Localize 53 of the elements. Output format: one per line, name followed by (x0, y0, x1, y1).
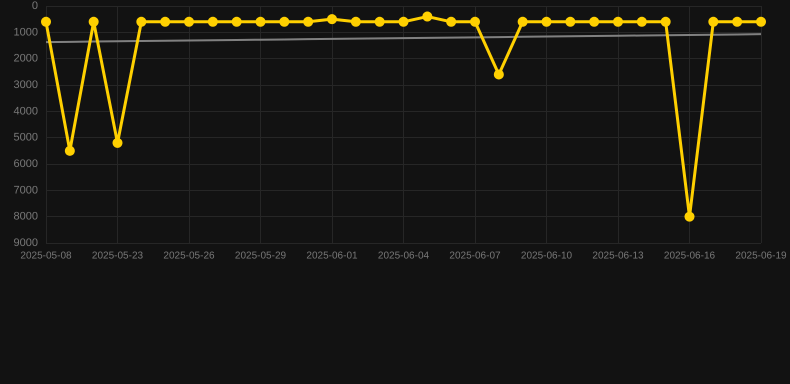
point (41, 16, 51, 27)
x-tick-label: 2025-05-29 (234, 250, 287, 262)
line-series (45, 33, 762, 44)
point (350, 16, 361, 27)
point (446, 16, 456, 27)
x-tick-label: 2025-06-04 (378, 250, 430, 262)
point (565, 16, 576, 27)
point (88, 16, 99, 27)
point (64, 146, 75, 156)
y-tick-label: 7000 (14, 184, 38, 196)
point (636, 16, 647, 27)
y-tick-label: 4000 (14, 105, 38, 118)
point (613, 16, 623, 27)
point (518, 16, 528, 27)
point (112, 138, 122, 148)
point (160, 16, 170, 27)
x-tick-label: 2025-05-23 (92, 250, 144, 262)
y-tick-label: 5000 (14, 132, 38, 144)
y-tick-label: 6000 (14, 158, 38, 170)
y-tick-label: 0 (32, 0, 38, 12)
point (684, 212, 694, 222)
x-tick-label: 2025-05-08 (20, 250, 72, 262)
point (732, 16, 742, 27)
point (494, 69, 504, 80)
point (470, 16, 480, 27)
y-tick-label: 3000 (14, 79, 38, 91)
y-tick-label: 8000 (14, 210, 38, 223)
x-tick-label: 2025-06-10 (520, 250, 573, 262)
point (232, 16, 242, 27)
point (374, 16, 385, 27)
point (136, 16, 146, 27)
point (542, 16, 552, 27)
point (660, 16, 671, 27)
x-tick-label: 2025-06-16 (664, 250, 716, 262)
x-tick-label: 2025-06-13 (592, 250, 644, 262)
y-tick-label: 2000 (14, 52, 38, 65)
point (422, 12, 432, 22)
point (708, 16, 718, 27)
x-tick-label: 2025-06-07 (449, 250, 502, 262)
point (256, 16, 266, 27)
x-tick-label: 2025-06-19 (735, 250, 788, 262)
point (303, 16, 314, 27)
y-tick-label: 1000 (14, 26, 38, 38)
point (589, 16, 600, 27)
x-tick-label: 2025-05-26 (163, 250, 216, 262)
x-tick-label: 2025-06-01 (306, 250, 358, 262)
point (184, 16, 194, 27)
point (398, 16, 408, 27)
point (208, 16, 218, 27)
point (279, 16, 290, 27)
point (756, 16, 766, 27)
point (327, 14, 337, 24)
y-tick-label: 9000 (14, 237, 38, 249)
